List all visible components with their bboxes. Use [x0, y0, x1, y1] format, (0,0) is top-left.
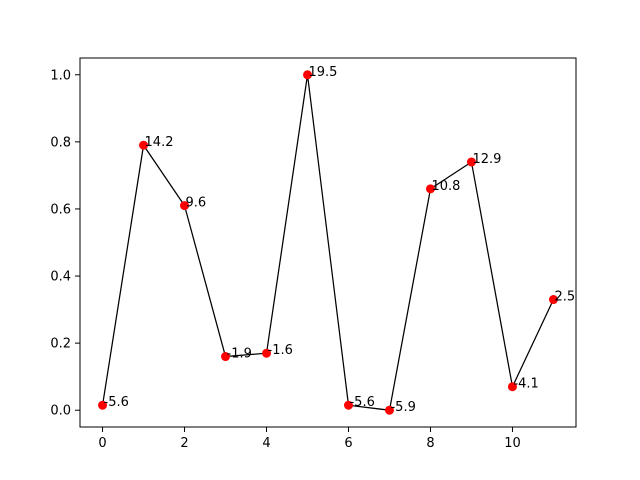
data-point — [384, 405, 394, 415]
data-point — [180, 201, 190, 211]
data-label: -1.6 — [268, 343, 293, 358]
x-tick-label: 10 — [504, 436, 521, 451]
data-label: -1.9 — [227, 347, 252, 362]
data-label: 14.2 — [145, 135, 174, 150]
y-axis: 0.0 0.2 0.4 0.6 0.8 1.0 — [50, 68, 80, 419]
data-point — [548, 295, 558, 305]
series-line — [101, 74, 555, 411]
y-tick-label: 0.6 — [50, 202, 71, 217]
plot-area-frame — [79, 57, 577, 428]
data-point — [425, 184, 435, 194]
data-label: -5.6 — [104, 395, 129, 410]
data-point — [303, 70, 313, 80]
x-tick-label: 4 — [262, 436, 270, 451]
x-axis: 0 2 4 6 8 10 — [98, 427, 521, 451]
y-tick-label: 0.0 — [50, 404, 71, 419]
x-tick-label: 2 — [180, 436, 188, 451]
data-points — [98, 70, 558, 415]
data-labels: -5.6 14.2 9.6 -1.9 -1.6 19.5 -5.6 -5.9 10.8 12.9 -… — [104, 65, 576, 415]
data-label: -4.1 — [513, 377, 538, 392]
data-point — [262, 348, 272, 358]
x-tick-label: 6 — [344, 436, 352, 451]
data-label: 12.9 — [472, 152, 501, 167]
y-tick-label: 0.2 — [50, 337, 71, 352]
data-point — [466, 157, 476, 167]
data-label: -5.6 — [349, 395, 374, 410]
x-tick-label: 8 — [426, 436, 434, 451]
data-label: 10.8 — [431, 179, 460, 194]
data-label: -5.9 — [390, 400, 415, 415]
data-point — [221, 352, 231, 362]
y-tick-label: 0.8 — [50, 135, 71, 150]
data-point — [343, 400, 353, 410]
data-point — [139, 140, 149, 150]
data-point — [507, 382, 517, 392]
data-label: 19.5 — [309, 65, 338, 80]
data-label: 2.5 — [554, 290, 575, 305]
data-point — [98, 400, 108, 410]
data-label: 9.6 — [186, 196, 207, 211]
y-tick-label: 0.4 — [50, 270, 71, 285]
y-tick-label: 1.0 — [50, 68, 71, 83]
x-tick-label: 0 — [98, 436, 106, 451]
